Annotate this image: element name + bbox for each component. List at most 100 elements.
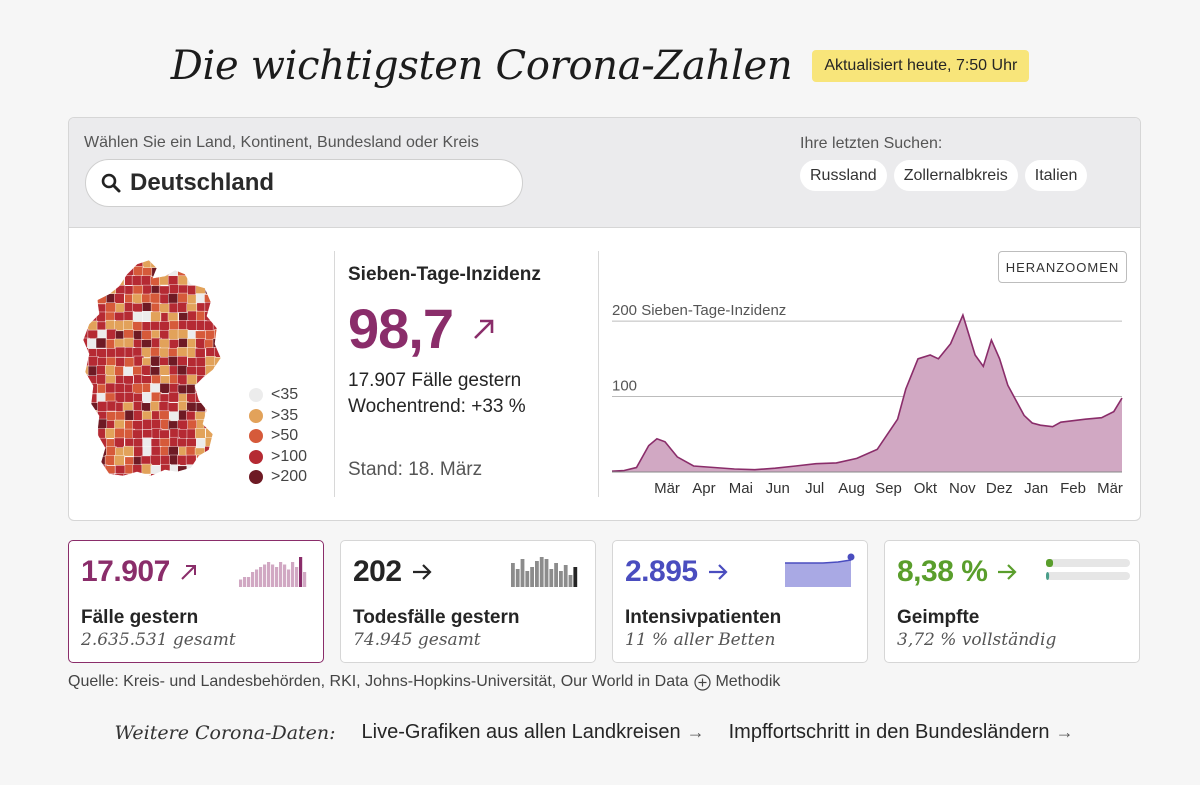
map-district	[177, 275, 189, 287]
map-district	[97, 260, 108, 269]
y-tick-label: 100	[612, 378, 637, 395]
zoom-button[interactable]: HERANZOOMEN	[998, 251, 1127, 283]
map-district	[150, 446, 162, 457]
map-district	[214, 347, 221, 358]
search-area: Wählen Sie ein Land, Kontinent, Bundesla…	[69, 118, 1140, 228]
map-district	[83, 420, 90, 432]
map-district	[222, 357, 229, 367]
map-district	[224, 340, 229, 350]
page-title: Die wichtigsten Corona-Zahlen	[170, 43, 793, 89]
legend-item: >50	[249, 426, 307, 447]
x-tick-label: Jun	[766, 480, 790, 497]
recent-search-chip[interactable]: Russland	[800, 160, 887, 191]
map-district	[105, 266, 116, 278]
cases-bar	[303, 572, 307, 587]
x-tick-label: Okt	[914, 480, 938, 497]
germany-map[interactable]	[79, 258, 229, 483]
map-district	[83, 428, 90, 439]
trend-flat-icon	[412, 564, 432, 580]
cases-bar	[287, 569, 291, 587]
map-district	[97, 293, 108, 304]
map-district	[213, 294, 221, 305]
map-district	[83, 302, 90, 314]
recent-searches: Russland Zollernalbkreis Italien	[800, 160, 1088, 191]
map-district	[106, 446, 117, 457]
map-district	[186, 374, 198, 386]
plus-circle-icon	[694, 673, 712, 691]
map-district	[104, 455, 116, 466]
map-district	[222, 474, 229, 483]
tile-vaccinated[interactable]: 8,38 % Geimpfte 3,72 % vollständig	[884, 540, 1140, 663]
arrow-right-icon: →	[1055, 722, 1074, 742]
tile-value: 8,38 %	[897, 555, 1019, 589]
map-district	[83, 438, 89, 449]
recent-search-chip[interactable]: Italien	[1024, 160, 1088, 191]
map-district	[160, 455, 171, 466]
map-district	[205, 365, 216, 376]
x-tick-label: Nov	[949, 480, 976, 497]
map-district	[132, 311, 144, 323]
deaths-bar	[568, 575, 573, 587]
map-district	[132, 321, 143, 332]
map-district	[205, 260, 217, 268]
search-input[interactable]: Deutschland	[85, 159, 523, 207]
map-district	[86, 456, 98, 467]
map-district	[205, 410, 217, 421]
map-district	[124, 260, 135, 268]
tile-label: Geimpfte	[897, 607, 980, 628]
more-label: Weitere Corona-Daten:	[114, 721, 336, 744]
x-tick-label: Jan	[1024, 480, 1048, 497]
map-district	[169, 473, 180, 476]
cases-bar	[259, 567, 263, 587]
tile-sub: 11 % aller Betten	[625, 630, 776, 650]
map-district	[213, 429, 221, 440]
map-district	[150, 355, 161, 367]
map-district	[214, 401, 221, 413]
map-district	[141, 330, 152, 341]
map-district	[224, 383, 229, 393]
map-district	[159, 260, 171, 269]
map-district	[214, 366, 221, 378]
map-district	[222, 420, 229, 430]
cases-bar	[239, 579, 243, 587]
map-district	[168, 266, 179, 277]
deaths-bar	[515, 569, 520, 587]
map-district	[159, 383, 171, 394]
map-district	[177, 474, 189, 476]
map-district	[105, 382, 116, 394]
tile-icu[interactable]: 2.895 Intensivpatienten 11 % aller Bette…	[612, 540, 868, 663]
recent-search-chip[interactable]: Zollernalbkreis	[893, 160, 1018, 191]
weekly-trend: Wochentrend: +33 %	[348, 396, 526, 417]
map-district	[114, 383, 126, 394]
trend-up-icon	[474, 319, 494, 339]
map-district	[224, 294, 229, 304]
map-district	[105, 274, 116, 286]
deaths-bar	[539, 557, 544, 587]
vax-bar-fill	[1046, 572, 1050, 580]
tile-cases[interactable]: 17.907 Fälle gestern 2.635.531 gesamt	[68, 540, 324, 663]
source-text: Quelle: Kreis- und Landesbehörden, RKI, …	[68, 673, 689, 690]
map-district	[196, 474, 208, 476]
map-district	[141, 365, 152, 376]
map-district	[195, 260, 206, 268]
vaccination-progress-bars	[1046, 559, 1130, 580]
map-district	[151, 267, 163, 278]
method-link[interactable]: Methodik	[715, 673, 781, 690]
map-district	[204, 301, 216, 313]
link-impffortschritt[interactable]: Impffortschritt in den Bundesländern →	[728, 721, 1074, 743]
deaths-bar	[544, 559, 549, 587]
map-district	[114, 346, 126, 358]
legend-swatch-gt50	[249, 429, 263, 444]
map-district	[83, 411, 89, 422]
cases-bar	[255, 569, 259, 587]
tile-deaths[interactable]: 202 Todesfälle gestern 74.945 gesamt	[340, 540, 596, 663]
map-district	[86, 410, 98, 421]
map-district	[224, 365, 229, 375]
map-district	[195, 338, 206, 349]
link-landkreise[interactable]: Live-Grafiken aus allen Landkreisen →	[361, 721, 705, 743]
source-line: Quelle: Kreis- und Landesbehörden, RKI, …	[68, 673, 780, 691]
header: Die wichtigsten Corona-Zahlen Aktualisie…	[0, 38, 1200, 94]
tile-value: 17.907	[81, 555, 200, 589]
map-district	[203, 419, 215, 430]
map-district	[223, 347, 229, 357]
